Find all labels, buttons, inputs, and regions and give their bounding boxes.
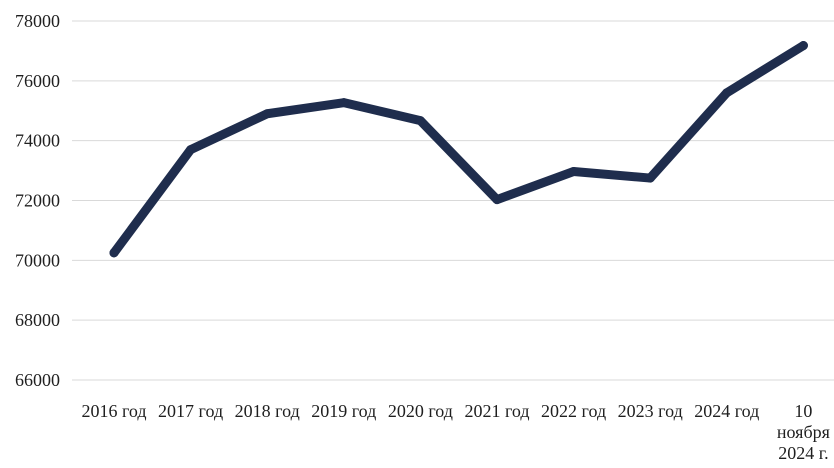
data-point [415,116,425,126]
x-tick-label: 2023 год [618,401,683,421]
data-point [109,248,119,258]
x-tick-label: 10 ноября 2024 г. [777,401,830,463]
x-tick-label: 2018 год [235,401,300,421]
y-tick-label: 70000 [15,250,60,270]
x-axis-tick-labels: 2016 год 2017 год 2018 год 2019 год 2020 год… [81,401,829,463]
x-tick-label: 2016 год [81,401,146,421]
y-tick-label: 72000 [15,191,60,211]
data-point [339,98,349,108]
gridlines [72,20,834,381]
series-line-0 [109,41,808,258]
data-point [262,109,272,119]
x-tick-label-line: 2021 год [464,401,529,421]
y-axis-tick-labels: 66000 68000 70000 72000 74000 76000 78000 [15,11,60,390]
series-lines [109,41,808,258]
data-point [492,195,502,205]
x-tick-label: 2017 год [158,401,223,421]
data-point [645,173,655,183]
x-tick-label-line: 2022 год [541,401,606,421]
x-tick-label-line: 2024 г. [778,443,828,463]
x-tick-label: 2019 год [311,401,376,421]
x-tick-label: 2022 год [541,401,606,421]
x-tick-label: 2021 год [464,401,529,421]
x-tick-label-line: 10 [794,401,812,421]
y-tick-label: 76000 [15,71,60,91]
x-tick-label-line: 2019 год [311,401,376,421]
x-tick-label-line: 2018 год [235,401,300,421]
x-tick-label-line: 2023 год [618,401,683,421]
y-tick-label: 74000 [15,131,60,151]
y-tick-label: 66000 [15,370,60,390]
data-point [798,41,808,51]
x-tick-label-line: 2020 год [388,401,453,421]
data-point [186,145,196,155]
y-tick-label: 68000 [15,310,60,330]
x-tick-label-line: 2017 год [158,401,223,421]
data-point [722,88,732,98]
x-tick-label: 2020 год [388,401,453,421]
x-tick-label: 2024 год [694,401,759,421]
x-tick-label-line: 2016 год [81,401,146,421]
data-point [569,166,579,176]
x-tick-label-line: ноября [777,422,830,442]
x-tick-label-line: 2024 год [694,401,759,421]
y-tick-label: 78000 [15,11,60,31]
